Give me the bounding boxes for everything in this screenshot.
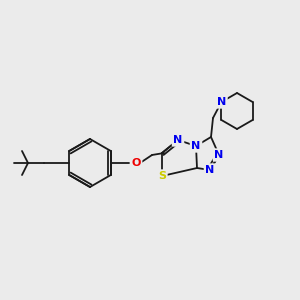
Text: N: N xyxy=(191,141,201,151)
Text: N: N xyxy=(214,150,224,160)
Text: N: N xyxy=(217,97,226,107)
Text: N: N xyxy=(173,135,183,145)
Text: O: O xyxy=(131,158,141,168)
Text: N: N xyxy=(206,165,214,175)
Text: S: S xyxy=(158,171,166,181)
